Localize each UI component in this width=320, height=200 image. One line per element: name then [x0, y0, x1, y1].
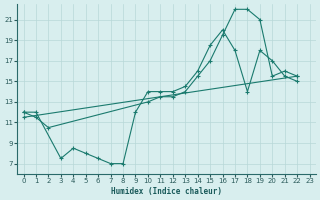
X-axis label: Humidex (Indice chaleur): Humidex (Indice chaleur)	[111, 187, 222, 196]
